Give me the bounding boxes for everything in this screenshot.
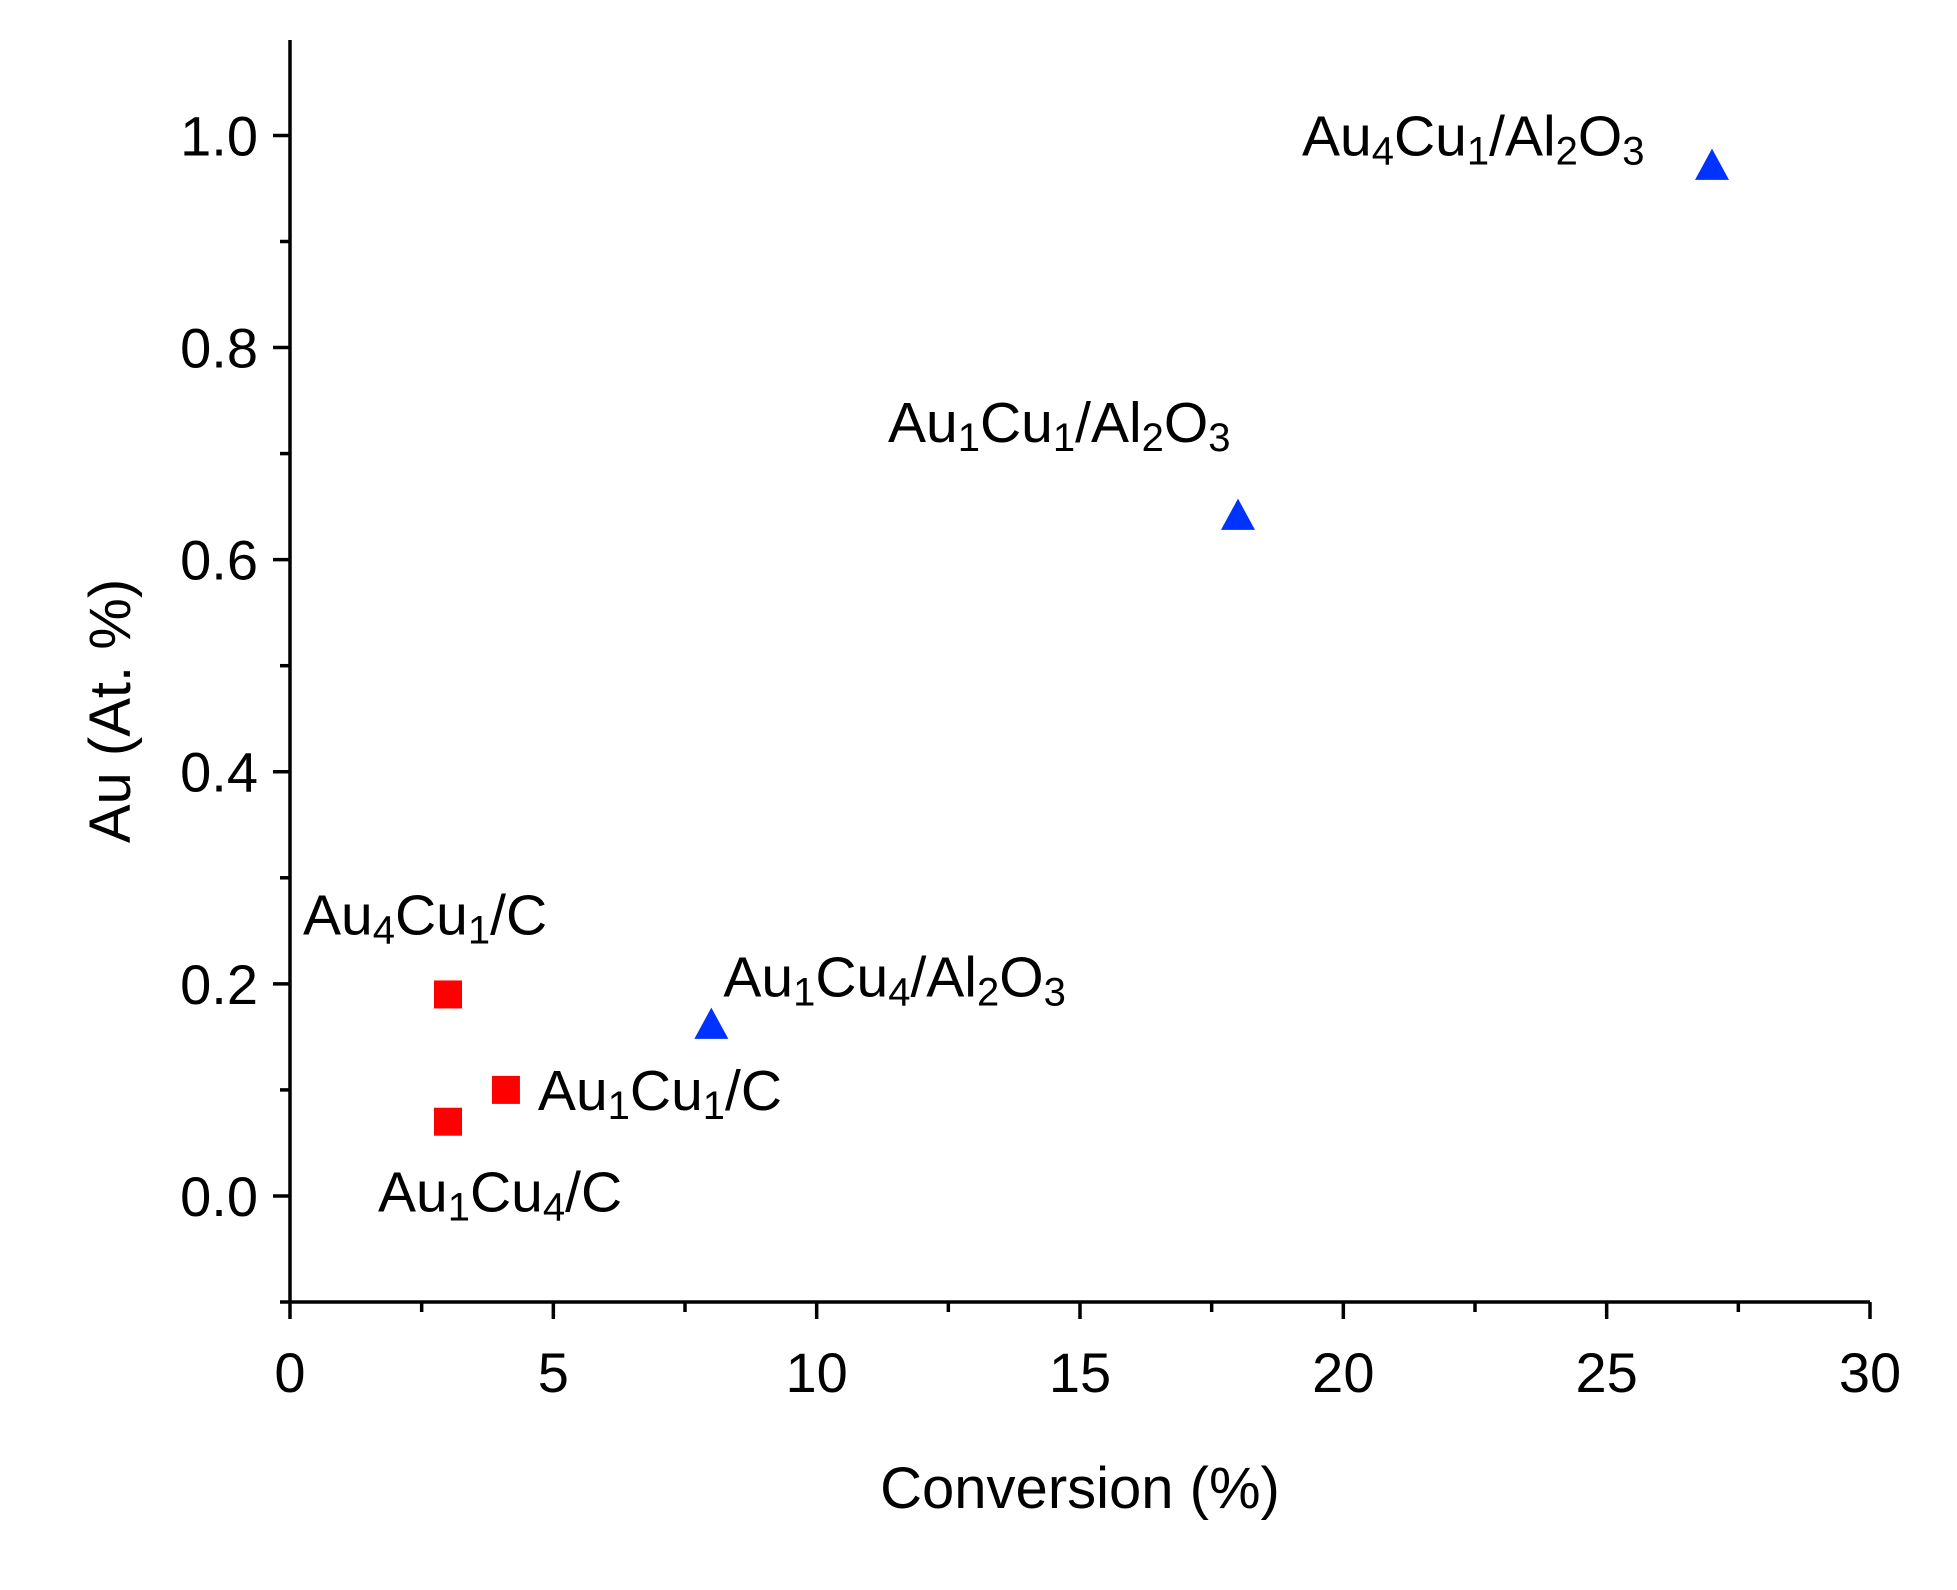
label-subscript: 1 (468, 908, 490, 952)
point-label: Au4Cu1/C (303, 883, 547, 952)
label-text: Au (1302, 104, 1372, 168)
point-label: Au4Cu1/Al2O3 (1302, 104, 1644, 173)
y-axis-title: Au (At. %) (78, 579, 143, 843)
triangle-marker (1221, 498, 1255, 530)
label-subscript: 3 (1622, 129, 1644, 173)
label-text: Cu (1394, 104, 1467, 168)
label-subscript: 1 (448, 1186, 470, 1230)
y-tick-label: 0.0 (180, 1165, 258, 1228)
axes: 0 5 10 15 20 25 30 0.0 0.2 0.4 0.6 0.8 1.0 (180, 40, 1901, 1404)
label-text: /Al (1489, 104, 1556, 168)
x-tick-label: 5 (538, 1341, 569, 1404)
square-marker (434, 1107, 462, 1136)
point-labels: Au4Cu1/CAu1Cu1/CAu1Cu4/CAu1Cu4/Al2O3Au1C… (303, 104, 1644, 1229)
y-tick-label: 1.0 (180, 104, 258, 167)
label-subscript: 3 (1044, 970, 1066, 1014)
point-label: Au1Cu1/C (538, 1059, 782, 1128)
label-subscript: 1 (1467, 129, 1489, 173)
label-subscript: 4 (373, 908, 395, 952)
x-tick-label: 30 (1839, 1341, 1901, 1404)
label-subscript: 1 (703, 1084, 725, 1128)
point-label: Au1Cu4/Al2O3 (723, 945, 1065, 1014)
label-text: O (1164, 391, 1208, 455)
x-tick-label: 15 (1049, 1341, 1111, 1404)
label-subscript: 2 (1142, 416, 1164, 460)
x-tick-label: 25 (1576, 1341, 1638, 1404)
point-label: Au1Cu4/C (378, 1161, 622, 1230)
x-tick-label: 20 (1312, 1341, 1374, 1404)
label-text: O (1578, 104, 1622, 168)
x-tick-label: 10 (786, 1341, 848, 1404)
label-subscript: 2 (977, 970, 999, 1014)
data-points (434, 148, 1729, 1136)
label-text: /C (565, 1161, 622, 1225)
y-tick-label: 0.8 (180, 317, 258, 380)
label-subscript: 1 (1053, 416, 1075, 460)
label-text: Au (723, 945, 793, 1009)
label-text: O (999, 945, 1043, 1009)
label-text: /Al (910, 945, 977, 1009)
label-text: Au (303, 883, 373, 947)
y-tick-label: 0.2 (180, 953, 258, 1016)
x-axis-title: Conversion (%) (880, 1456, 1280, 1521)
label-text: Au (538, 1059, 608, 1123)
triangle-marker (1695, 148, 1729, 180)
triangle-marker (694, 1007, 729, 1039)
label-text: Cu (470, 1161, 543, 1225)
label-subscript: 4 (1372, 129, 1394, 173)
label-subscript: 2 (1556, 129, 1578, 173)
label-subscript: 4 (888, 970, 910, 1014)
square-marker (491, 1075, 520, 1104)
label-text: Au (378, 1161, 448, 1225)
label-subscript: 3 (1208, 416, 1230, 460)
label-subscript: 1 (608, 1084, 630, 1128)
point-label: Au1Cu1/Al2O3 (888, 391, 1230, 460)
label-subscript: 1 (958, 416, 980, 460)
x-tick-label: 0 (274, 1341, 305, 1404)
label-text: Cu (980, 391, 1053, 455)
label-subscript: 4 (543, 1186, 565, 1230)
label-text: Cu (815, 945, 888, 1009)
label-text: /C (490, 883, 547, 947)
label-subscript: 1 (793, 970, 815, 1014)
y-tick-label: 0.6 (180, 529, 258, 592)
label-text: Cu (630, 1059, 703, 1123)
label-text: Au (888, 391, 958, 455)
square-marker (434, 980, 462, 1009)
label-text: /Al (1075, 391, 1142, 455)
label-text: Cu (395, 883, 468, 947)
y-tick-label: 0.4 (180, 741, 258, 804)
label-text: /C (725, 1059, 782, 1123)
